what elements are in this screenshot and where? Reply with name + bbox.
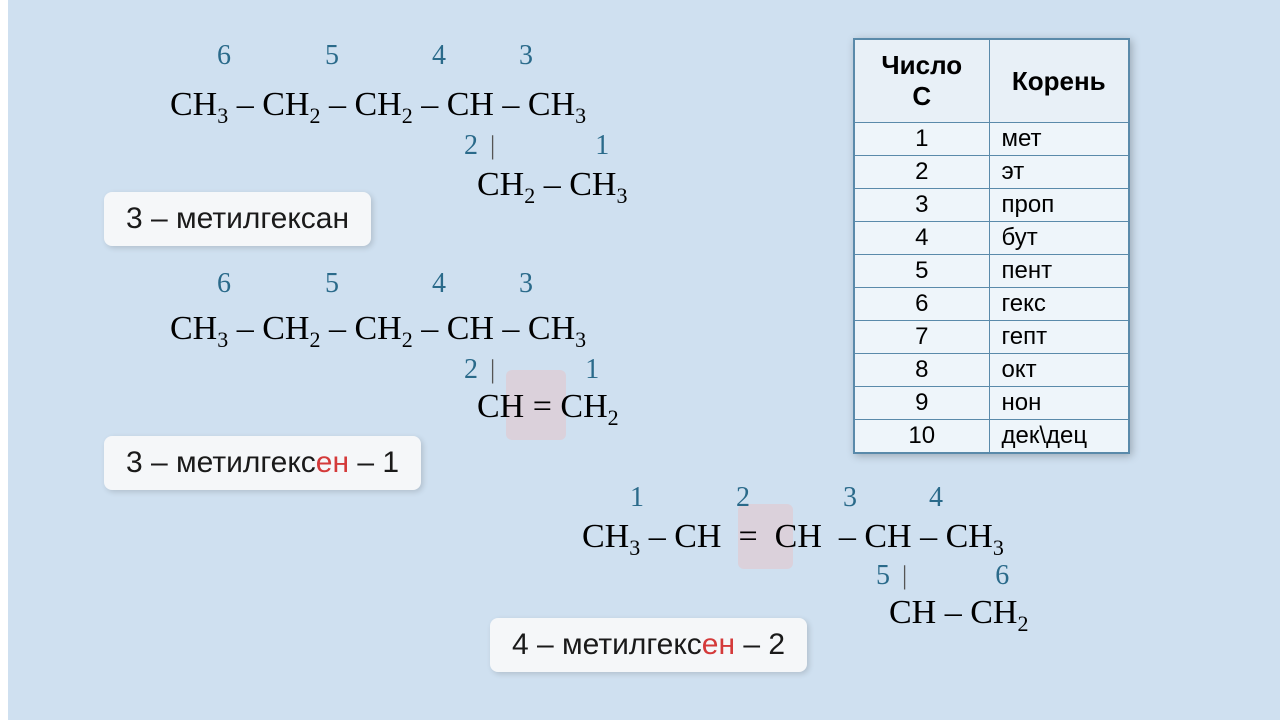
mol2-top-numbers: 6 5 4 3 [170, 268, 556, 300]
num: 5 [282, 268, 382, 300]
mol1-chain: CH3 – CH2 – CH2 – CH – CH3 [170, 86, 586, 129]
root-table: Число С Корень 1мет2эт3проп4бут5пент6гек… [853, 38, 1130, 454]
table-row: 8окт [854, 354, 1129, 387]
mol2-name-p2: ен [316, 446, 349, 479]
table-row: 4бут [854, 222, 1129, 255]
cell-root: окт [989, 354, 1129, 387]
mol2-chain: CH3 – CH2 – CH2 – CH – CH3 [170, 310, 586, 353]
cell-num: 4 [854, 222, 989, 255]
cell-num: 8 [854, 354, 989, 387]
cell-num: 2 [854, 156, 989, 189]
table-row: 9нон [854, 387, 1129, 420]
mol2-branch-numbers: 2 | 1 [456, 354, 599, 386]
cell-num: 5 [854, 255, 989, 288]
num: 2 [456, 354, 486, 386]
branch-mark: | [490, 131, 495, 161]
num: 1 [499, 130, 609, 162]
table-row: 2эт [854, 156, 1129, 189]
num: 5 [868, 560, 898, 592]
cell-root: пент [989, 255, 1129, 288]
num: 3 [496, 268, 556, 300]
num: 2 [692, 482, 794, 514]
cell-root: нон [989, 387, 1129, 420]
cell-num: 6 [854, 288, 989, 321]
mol3-name-p2: ен [702, 628, 735, 661]
mol1-name: 3 – метилгексан [126, 202, 349, 235]
num: 4 [906, 482, 966, 514]
mol3-branch: CH – CH2 [889, 594, 1028, 637]
mol2-name-p3: – 1 [349, 446, 399, 479]
cell-root: проп [989, 189, 1129, 222]
cell-num: 3 [854, 189, 989, 222]
cell-num: 9 [854, 387, 989, 420]
table-header-row: Число С Корень [854, 39, 1129, 123]
mol2-name-p1: 3 – метилгекс [126, 446, 316, 479]
cell-root: мет [989, 123, 1129, 156]
cell-num: 7 [854, 321, 989, 354]
cell-root: дек\дец [989, 420, 1129, 454]
header-num-c: Число С [854, 39, 989, 123]
num: 6 [911, 560, 1009, 592]
mol2-name-label: 3 – метилгексен – 1 [104, 436, 421, 490]
num: 3 [798, 482, 902, 514]
cell-root: эт [989, 156, 1129, 189]
cell-root: гепт [989, 321, 1129, 354]
cell-root: гекс [989, 288, 1129, 321]
num: 6 [170, 268, 278, 300]
num: 3 [496, 40, 556, 72]
num: 4 [386, 268, 492, 300]
table-row: 10дек\дец [854, 420, 1129, 454]
cell-root: бут [989, 222, 1129, 255]
cell-num: 1 [854, 123, 989, 156]
mol1-name-label: 3 – метилгексан [104, 192, 371, 246]
mol3-name-p3: – 2 [735, 628, 785, 661]
cell-num: 10 [854, 420, 989, 454]
branch-mark: | [902, 561, 907, 591]
table-row: 3проп [854, 189, 1129, 222]
num: 1 [499, 354, 599, 386]
table-row: 5пент [854, 255, 1129, 288]
table-row: 1мет [854, 123, 1129, 156]
table-row: 7гепт [854, 321, 1129, 354]
num: 1 [586, 482, 688, 514]
branch-mark: | [490, 355, 495, 385]
mol3-chain: CH3 – CH = CH – CH – CH3 [582, 518, 1004, 561]
mol1-branch: CH2 – CH3 [477, 166, 627, 209]
header-root: Корень [989, 39, 1129, 123]
num: 4 [386, 40, 492, 72]
mol3-name-p1: 4 – метилгекс [512, 628, 702, 661]
mol1-top-numbers: 6 5 4 3 [170, 40, 556, 72]
mol2-branch: CH = CH2 [477, 388, 619, 431]
mol3-top-numbers: 1 2 3 4 [586, 482, 966, 514]
num: 6 [170, 40, 278, 72]
table-row: 6гекс [854, 288, 1129, 321]
num: 2 [456, 130, 486, 162]
mol1-branch-numbers: 2 | 1 [456, 130, 609, 162]
mol3-branch-numbers: 5 | 6 [868, 560, 1009, 592]
mol3-name-label: 4 – метилгексен – 2 [490, 618, 807, 672]
num: 5 [282, 40, 382, 72]
